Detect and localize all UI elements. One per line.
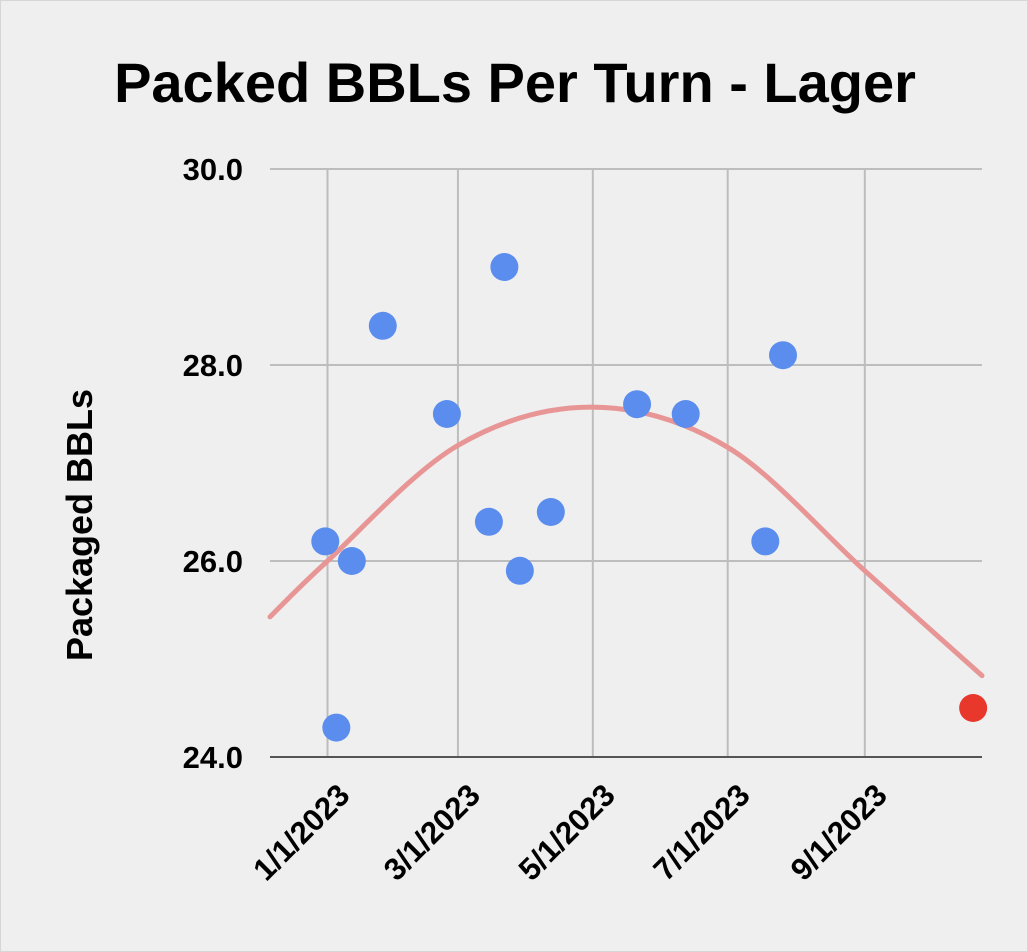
trendline: [267, 404, 985, 679]
y-tick-label: 26.0: [183, 544, 243, 579]
y-axis-label: Packaged BBLs: [59, 389, 100, 661]
data-point: [768, 341, 797, 370]
data-point: [322, 713, 351, 742]
data-point: [432, 400, 461, 428]
x-tick-label: 5/1/2023: [512, 777, 622, 887]
highlighted-data-point: [959, 694, 988, 722]
data-point: [311, 527, 340, 556]
x-tick-label: 7/1/2023: [647, 777, 757, 887]
data-point: [505, 556, 534, 585]
x-tick-label: 1/1/2023: [246, 777, 356, 887]
data-point: [368, 311, 397, 340]
y-tick-label: 28.0: [183, 348, 243, 383]
data-point: [671, 400, 700, 428]
data-points: [311, 253, 988, 742]
data-point: [536, 498, 565, 526]
x-tick-label: 3/1/2023: [377, 777, 487, 887]
y-tick-label: 24.0: [183, 740, 243, 775]
y-axis-ticks: 24.0 26.0 28.0 30.0: [183, 152, 243, 775]
data-point: [623, 390, 652, 419]
data-point: [751, 527, 780, 556]
gridlines: [270, 168, 982, 758]
y-tick-label: 30.0: [183, 152, 243, 187]
data-point: [337, 547, 366, 575]
data-point: [490, 253, 519, 281]
x-axis-ticks: 1/1/2023 3/1/2023 5/1/2023 7/1/2023 9/1/2023: [246, 777, 893, 887]
x-tick-label: 9/1/2023: [784, 777, 894, 887]
chart-title: Packed BBLs Per Turn - Lager: [114, 51, 916, 114]
data-point: [474, 507, 503, 536]
